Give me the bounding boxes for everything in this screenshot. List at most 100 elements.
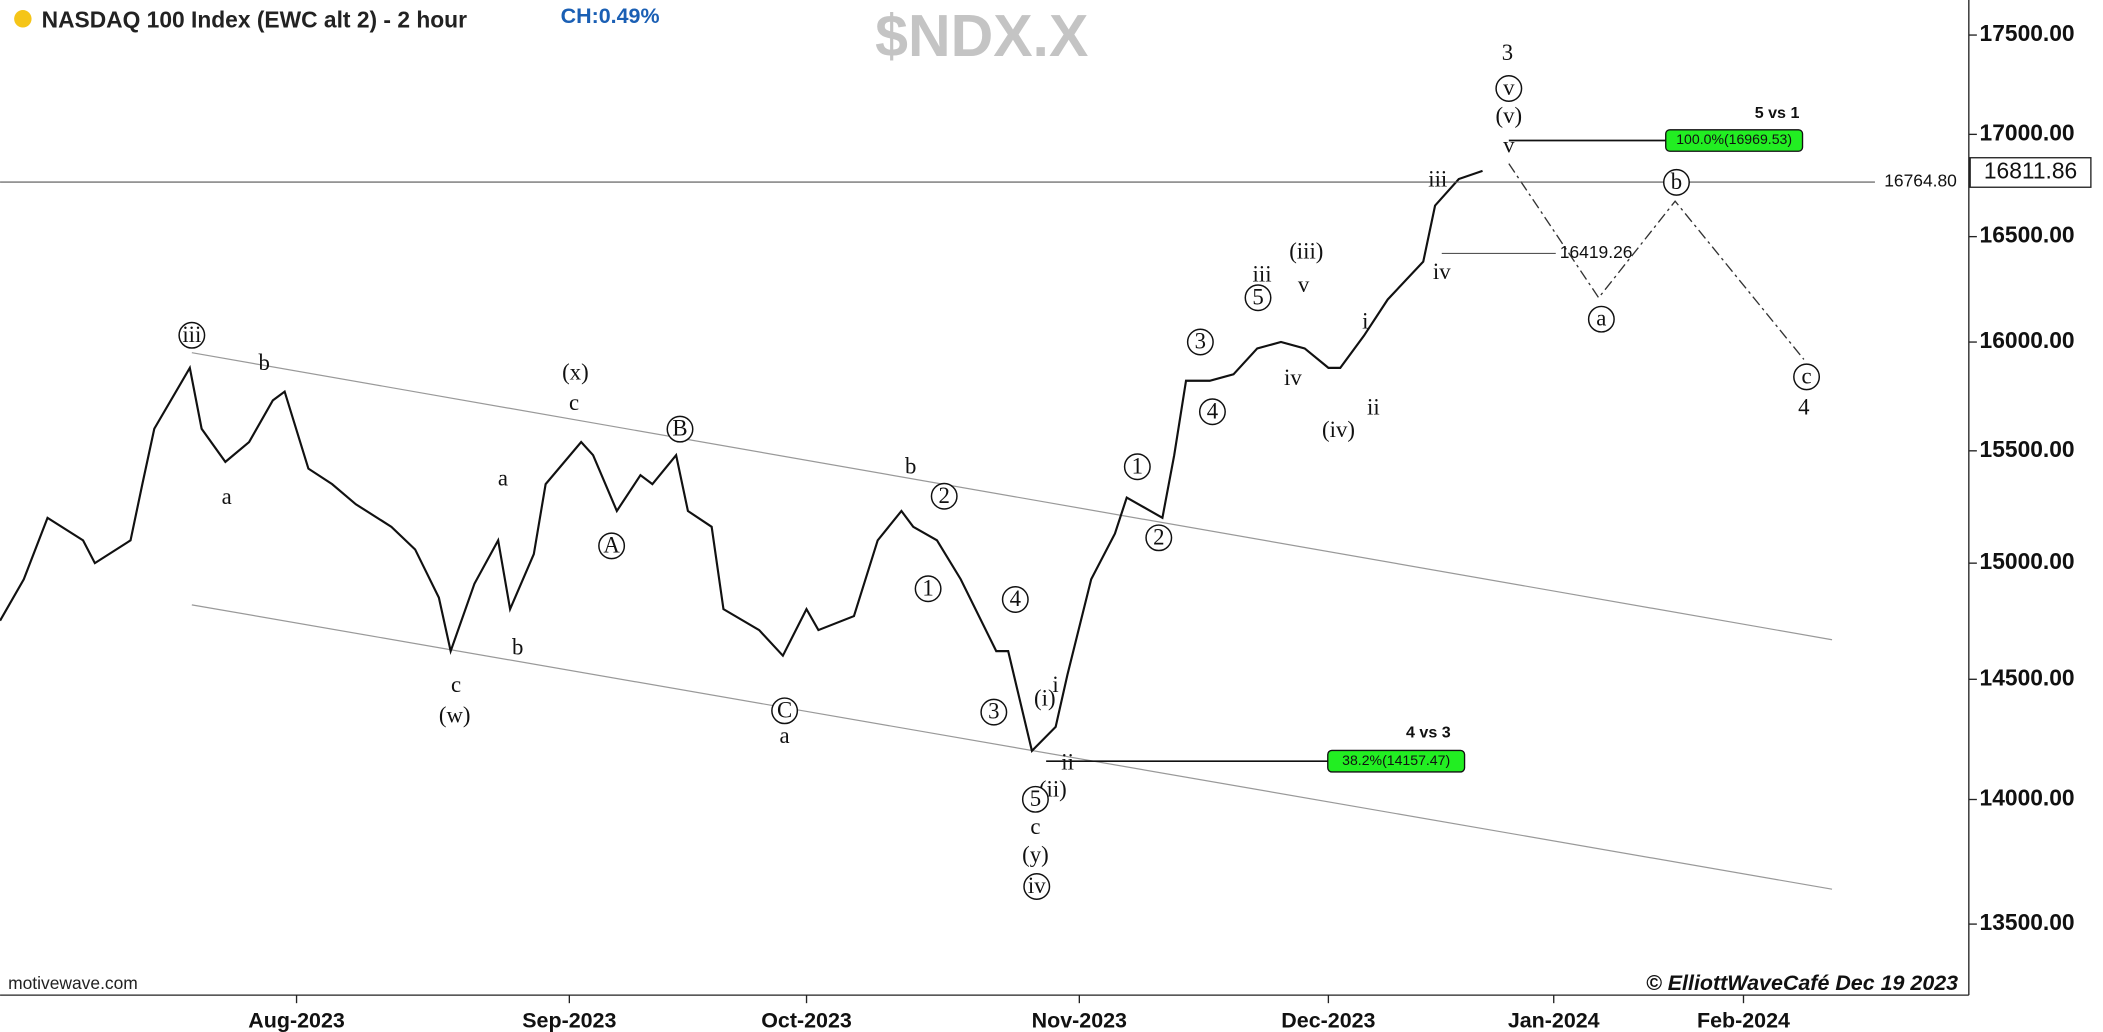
wave-circle xyxy=(666,415,694,443)
change-label: CH:0.49% xyxy=(561,4,660,28)
y-tick-label: 16000.00 xyxy=(1980,327,2075,353)
wave-label: (v) xyxy=(1496,103,1523,128)
wave-label: c xyxy=(451,672,461,697)
status-dot xyxy=(14,10,32,28)
wave-label: B xyxy=(672,416,687,441)
wave-circle xyxy=(1001,586,1029,613)
fib-box xyxy=(1665,129,1804,152)
source-label: motivewave.com xyxy=(8,973,138,993)
fib-label: 100.0%(16969.53) xyxy=(1676,131,1792,147)
wave-label: 1 xyxy=(922,575,933,600)
x-tick-label: Oct-2023 xyxy=(761,1009,852,1032)
wave-label: c xyxy=(1030,814,1040,839)
wave-label: iii xyxy=(1428,166,1447,191)
wave-circle xyxy=(1186,328,1214,356)
wave-label: i xyxy=(1052,672,1058,697)
price-line xyxy=(0,169,1483,754)
wave-label: (w) xyxy=(439,703,471,728)
wave-circle xyxy=(1495,75,1523,102)
wave-label: (x) xyxy=(562,359,589,384)
last-price-label: 16811.86 xyxy=(1984,158,2077,184)
chart-title: NASDAQ 100 Index (EWC alt 2) - 2 hour xyxy=(42,6,467,32)
wave-label: b xyxy=(1671,169,1682,194)
fib-box xyxy=(1327,749,1466,773)
wave-label: a xyxy=(498,465,508,490)
wave-label: a xyxy=(1596,306,1606,331)
y-tick-label: 16500.00 xyxy=(1980,222,2075,248)
y-tick-label: 13500.00 xyxy=(1980,909,2075,935)
wave-label: ii xyxy=(1367,394,1380,419)
wave-circle xyxy=(771,697,799,725)
wave-label: 4 xyxy=(1798,394,1810,419)
wave-label: b xyxy=(905,453,916,478)
level-label: 16419.26 xyxy=(1560,242,1633,262)
wave-circle xyxy=(930,482,958,510)
x-tick-label: Aug-2023 xyxy=(248,1009,345,1032)
symbol-watermark: $NDX.X xyxy=(875,3,1088,69)
last-price-box xyxy=(1969,157,2092,188)
wave-circle xyxy=(1123,453,1151,481)
wave-label: i xyxy=(1362,308,1368,333)
wave-label: 3 xyxy=(1195,329,1206,354)
x-tick-label: Feb-2024 xyxy=(1697,1009,1790,1032)
projection-path xyxy=(1508,163,1805,360)
channel-upper xyxy=(191,352,1833,641)
fib-label: 38.2%(14157.47) xyxy=(1342,752,1450,768)
wave-label: iv xyxy=(1028,873,1046,898)
wave-label: iii xyxy=(1253,262,1272,287)
wave-label: ii xyxy=(1061,750,1074,775)
wave-circle xyxy=(980,698,1008,726)
y-tick-label: 14000.00 xyxy=(1980,785,2075,811)
wave-label: b xyxy=(259,350,270,375)
wave-label: iv xyxy=(1284,365,1302,390)
wave-circle xyxy=(1793,363,1821,391)
wave-circle xyxy=(598,532,626,560)
wave-label: (iv) xyxy=(1322,417,1355,442)
wave-label: v xyxy=(1503,133,1515,158)
wave-label: c xyxy=(569,390,579,415)
wave-label: 5 xyxy=(1252,284,1263,309)
wave-circle xyxy=(1023,873,1051,900)
wave-label: a xyxy=(780,723,790,748)
wave-label: C xyxy=(777,697,792,722)
wave-label: A xyxy=(603,532,620,557)
wave-label: 1 xyxy=(1132,453,1143,478)
fib-note: 4 vs 3 xyxy=(1406,723,1451,741)
wave-label: 2 xyxy=(939,483,950,508)
channel-lower xyxy=(191,604,1833,890)
wave-label: c xyxy=(1801,363,1811,388)
wave-circle xyxy=(1662,168,1690,196)
wave-label: 2 xyxy=(1153,524,1164,549)
wave-label: b xyxy=(512,634,523,659)
y-tick-label: 17000.00 xyxy=(1980,119,2075,145)
x-tick-label: Nov-2023 xyxy=(1032,1009,1127,1032)
wave-label: v xyxy=(1503,75,1515,100)
fib-note: 5 vs 1 xyxy=(1755,104,1800,122)
wave-label: 4 xyxy=(1207,398,1219,423)
x-tick-label: Dec-2023 xyxy=(1281,1009,1375,1032)
wave-circle xyxy=(1145,524,1173,552)
wave-circle xyxy=(914,575,942,603)
wave-label: (y) xyxy=(1022,842,1049,867)
y-tick-label: 17500.00 xyxy=(1980,20,2075,46)
wave-label: v xyxy=(1298,272,1310,297)
wave-circle xyxy=(1021,785,1049,813)
wave-label: iii xyxy=(182,322,201,347)
wave-label: 3 xyxy=(988,699,999,724)
wave-label: (iii) xyxy=(1289,239,1323,264)
level-label: 16764.80 xyxy=(1884,171,1957,191)
x-tick-label: Jan-2024 xyxy=(1508,1009,1600,1032)
wave-label: a xyxy=(222,484,232,509)
y-tick-label: 15000.00 xyxy=(1980,548,2075,574)
y-tick-label: 15500.00 xyxy=(1980,436,2075,462)
wave-label: 4 xyxy=(1010,586,1022,611)
wave-label: (i) xyxy=(1034,685,1056,710)
wave-circle xyxy=(178,321,206,349)
wave-circle xyxy=(1198,398,1226,426)
credit-label: © ElliottWaveCafé Dec 19 2023 xyxy=(1646,971,1958,995)
wave-circle xyxy=(1244,284,1272,312)
wave-label: 3 xyxy=(1502,40,1513,65)
